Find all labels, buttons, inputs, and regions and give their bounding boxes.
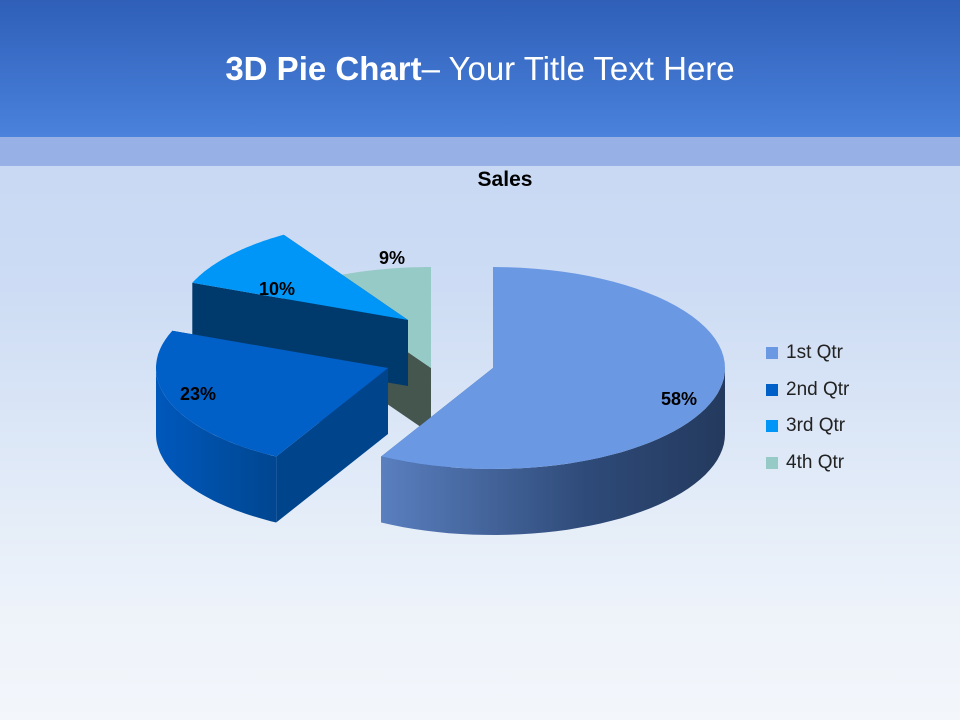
- legend-label: 3rd Qtr: [786, 415, 846, 437]
- legend-item-4th-qtr: 4th Qtr: [766, 445, 849, 482]
- header-bar: [0, 0, 960, 137]
- slice-1st-qtr: [381, 267, 725, 469]
- slice-2nd-qtr: [156, 330, 388, 457]
- legend-label: 4th Qtr: [786, 451, 845, 473]
- legend: 1st Qtr 2nd Qtr 3rd Qtr 4th Qtr: [766, 335, 849, 481]
- title-bold: 3D Pie Chart: [225, 50, 422, 87]
- data-label-3rd-qtr: 10%: [259, 279, 296, 299]
- slice-side-3rd-qtr: [192, 282, 408, 386]
- header-band: [0, 137, 960, 166]
- slide-title: 3D Pie Chart– Your Title Text Here: [0, 50, 960, 88]
- legend-item-2nd-qtr: 2nd Qtr: [766, 372, 849, 409]
- chart-title: Sales: [477, 168, 533, 191]
- slice-wall-1st-qtr: [381, 368, 725, 535]
- legend-item-1st-qtr: 1st Qtr: [766, 335, 849, 372]
- legend-swatch: [766, 420, 778, 433]
- title-rest: – Your Title Text Here: [421, 50, 735, 87]
- legend-item-3rd-qtr: 3rd Qtr: [766, 408, 849, 445]
- data-label-4th-qtr: 9%: [379, 248, 406, 268]
- legend-label: 2nd Qtr: [786, 378, 850, 400]
- legend-label: 1st Qtr: [786, 342, 844, 364]
- data-label-1st-qtr: 58%: [661, 389, 698, 409]
- legend-swatch: [766, 456, 778, 469]
- slice-3rd-qtr: [192, 234, 408, 320]
- slice-wall-2nd-qtr: [156, 368, 277, 523]
- data-label-2nd-qtr: 23%: [180, 384, 217, 404]
- legend-swatch: [766, 347, 778, 360]
- legend-swatch: [766, 383, 778, 396]
